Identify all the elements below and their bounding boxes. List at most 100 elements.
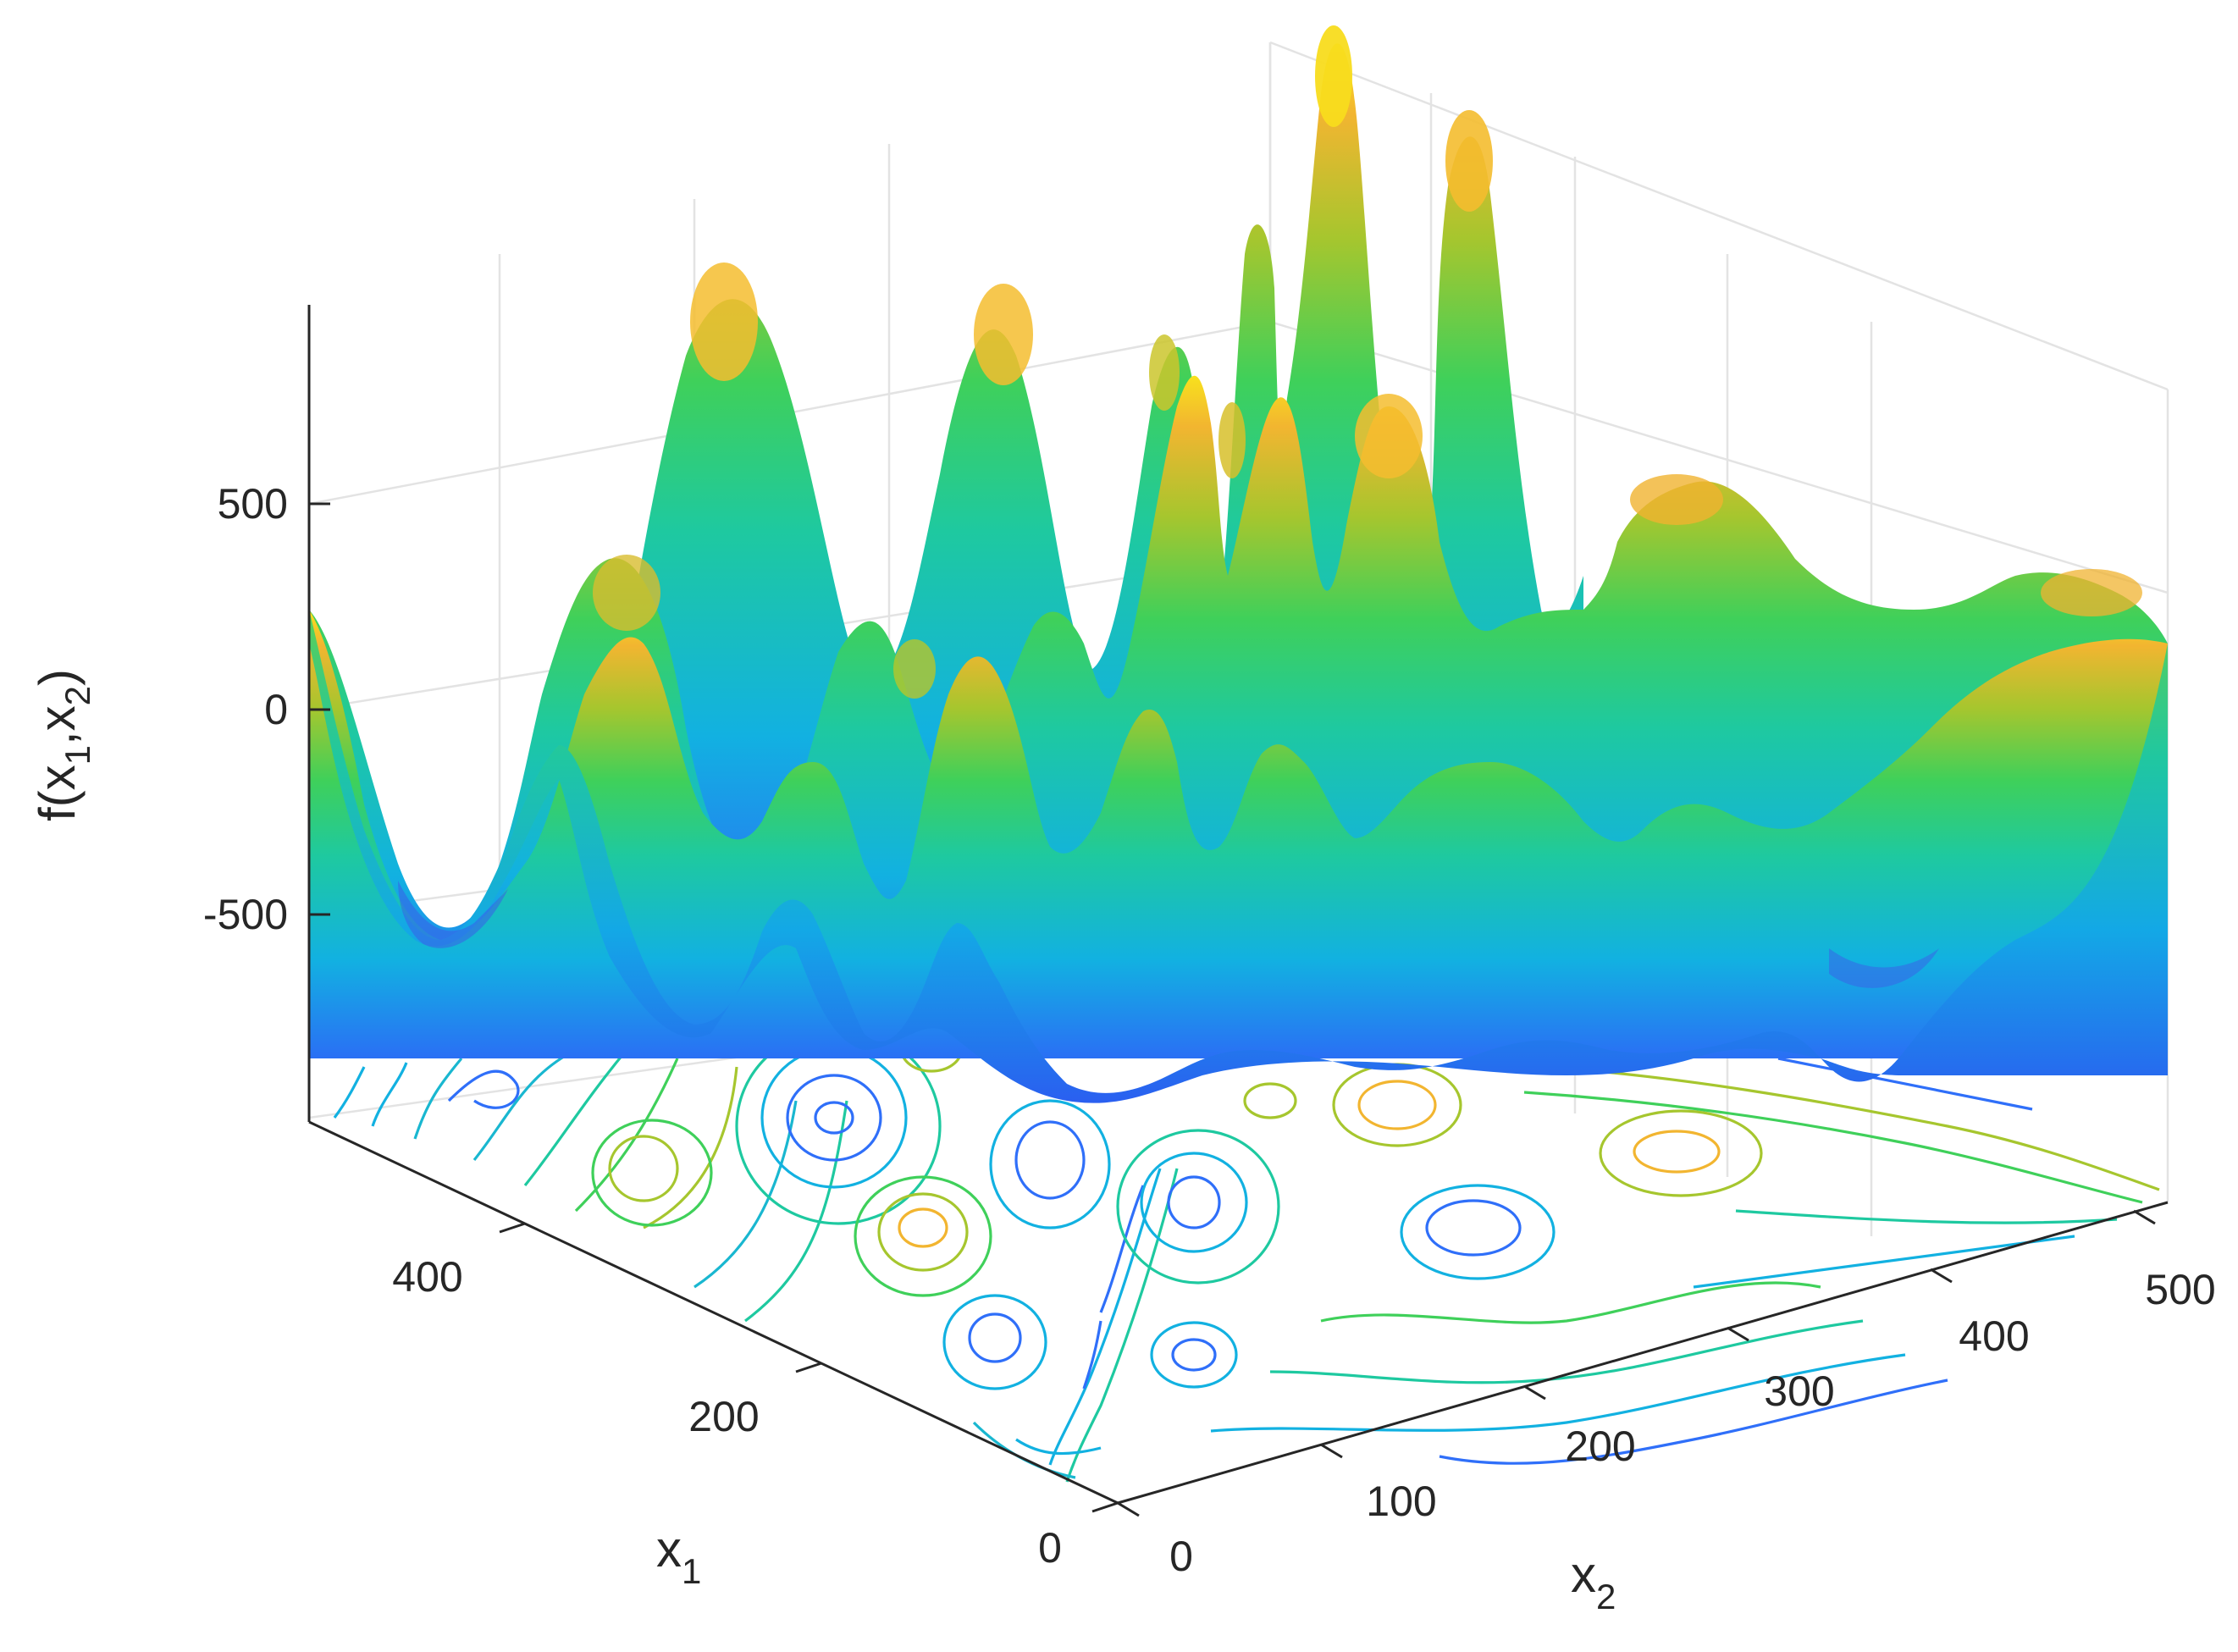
- axes: [307, 305, 2169, 1517]
- x1-tick-mark: [795, 1362, 822, 1373]
- x1-tick-mark: [1091, 1501, 1119, 1513]
- surface-right-valley: [1829, 948, 1939, 988]
- x2-tick-label: 400: [1959, 1312, 2029, 1360]
- x1-label-main: x: [656, 1521, 682, 1577]
- floor-contours: [333, 989, 2160, 1483]
- surface-lower-body: [309, 610, 2168, 1103]
- z-tick-label: 500: [218, 480, 288, 528]
- contour-line: [786, 1074, 882, 1162]
- contour-line: [1357, 1080, 1437, 1130]
- contour-line: [1150, 1321, 1238, 1389]
- z-tick-label: -500: [203, 891, 288, 938]
- contour-line: [1599, 1109, 1763, 1197]
- x2-tick-mark: [1930, 1268, 1953, 1284]
- contour-line: [1048, 1168, 1162, 1466]
- contour-line: [1269, 1319, 1864, 1384]
- x1-tick-label: 0: [1038, 1524, 1062, 1572]
- contour-line: [898, 1207, 948, 1248]
- contour-line: [472, 1048, 577, 1161]
- x1-axis-label: x1: [656, 1521, 701, 1591]
- x2-tick-mark: [1117, 1501, 1140, 1517]
- contour-line: [1400, 1184, 1556, 1280]
- peak-highlight: [593, 555, 660, 631]
- z-label-close: ): [29, 669, 86, 686]
- z-label-mid: ,x: [29, 705, 86, 745]
- z-label-sub1: 1: [58, 745, 97, 765]
- axis-labels: x1 x2 f(x1,x2): [29, 669, 1616, 1616]
- contour-line: [942, 1294, 1047, 1390]
- surface-mesh: [309, 25, 2168, 1103]
- contour-line: [1735, 1209, 2118, 1224]
- contour-line: [1693, 1235, 2075, 1289]
- contour-line: [1540, 1065, 2160, 1191]
- z-tick-label: 0: [264, 686, 288, 733]
- contour-line: [1332, 1063, 1462, 1147]
- z-label-sub2: 2: [58, 686, 97, 705]
- peak-highlight: [1315, 25, 1352, 127]
- contour-line: [1082, 1320, 1102, 1390]
- peak-highlight: [1218, 402, 1246, 478]
- contour-line: [1210, 1353, 1906, 1433]
- x2-tick-label: 200: [1565, 1423, 1635, 1470]
- x2-tick-mark: [1320, 1443, 1343, 1459]
- contour-line: [972, 1421, 1076, 1479]
- contour-line: [1523, 1091, 2143, 1204]
- contour-line: [1167, 1175, 1221, 1229]
- peak-highlight: [1445, 110, 1493, 212]
- contour-line: [1320, 1281, 1821, 1324]
- x2-tick-label: 100: [1366, 1478, 1436, 1525]
- z-label-main: f(x: [29, 765, 86, 821]
- contour-line: [814, 1101, 854, 1135]
- x1-tick-mark: [499, 1222, 526, 1234]
- contour-line: [694, 1100, 798, 1289]
- peak-highlight: [2041, 569, 2142, 616]
- contour-line: [371, 1062, 408, 1127]
- x2-tick-mark: [1523, 1384, 1546, 1401]
- peak-highlight: [1630, 474, 1723, 525]
- peak-highlight: [974, 284, 1033, 385]
- x2-label-sub: 2: [1596, 1577, 1616, 1616]
- x2-tick-mark: [2133, 1209, 2156, 1225]
- x2-tick-label: 300: [1764, 1367, 1834, 1415]
- peak-highlight: [1355, 394, 1423, 478]
- contour-line: [968, 1312, 1022, 1363]
- contour-line: [1243, 1082, 1297, 1119]
- x2-label-main: x: [1571, 1546, 1596, 1603]
- contour-line: [608, 1135, 679, 1202]
- contour-line: [1014, 1120, 1086, 1200]
- tick-labels: 500 0 -500 400 200 0 0 100 200 300 400 5…: [203, 480, 2216, 1580]
- contour-line: [1140, 1152, 1248, 1253]
- contour-line: [877, 1192, 969, 1272]
- contour-line: [854, 1175, 992, 1297]
- contour-line: [523, 1048, 628, 1186]
- contour-line: [591, 1119, 713, 1227]
- x2-axis-label: x2: [1571, 1546, 1616, 1616]
- contour-line: [447, 1069, 520, 1109]
- x2-tick-label: 500: [2145, 1266, 2215, 1313]
- contour-line: [744, 1100, 848, 1323]
- contour-line: [1116, 1129, 1280, 1285]
- contour-line: [413, 1057, 463, 1140]
- contour-line: [1099, 1185, 1145, 1313]
- gridline: [1269, 320, 2169, 594]
- contour-line: [1439, 1379, 1948, 1465]
- contour-line: [643, 1066, 738, 1229]
- contour-line: [1015, 1438, 1102, 1456]
- contour-line: [1777, 1057, 2033, 1111]
- z-axis-label: f(x1,x2): [29, 669, 97, 821]
- gridline: [1269, 41, 2169, 391]
- contour-line: [1425, 1199, 1522, 1257]
- x2-axis-line: [1117, 1201, 2169, 1505]
- x1-tick-label: 400: [392, 1253, 462, 1301]
- contour-line: [1171, 1338, 1217, 1372]
- contour-line: [333, 1066, 366, 1119]
- contour-line: [574, 1058, 679, 1213]
- surface-left-valley: [398, 881, 508, 948]
- x1-label-sub: 1: [682, 1551, 701, 1591]
- x2-tick-label: 0: [1169, 1533, 1193, 1580]
- x1-axis-line: [308, 1120, 1119, 1505]
- peak-highlight: [893, 639, 936, 699]
- peak-highlight: [1149, 334, 1180, 411]
- contour-line: [1633, 1130, 1721, 1174]
